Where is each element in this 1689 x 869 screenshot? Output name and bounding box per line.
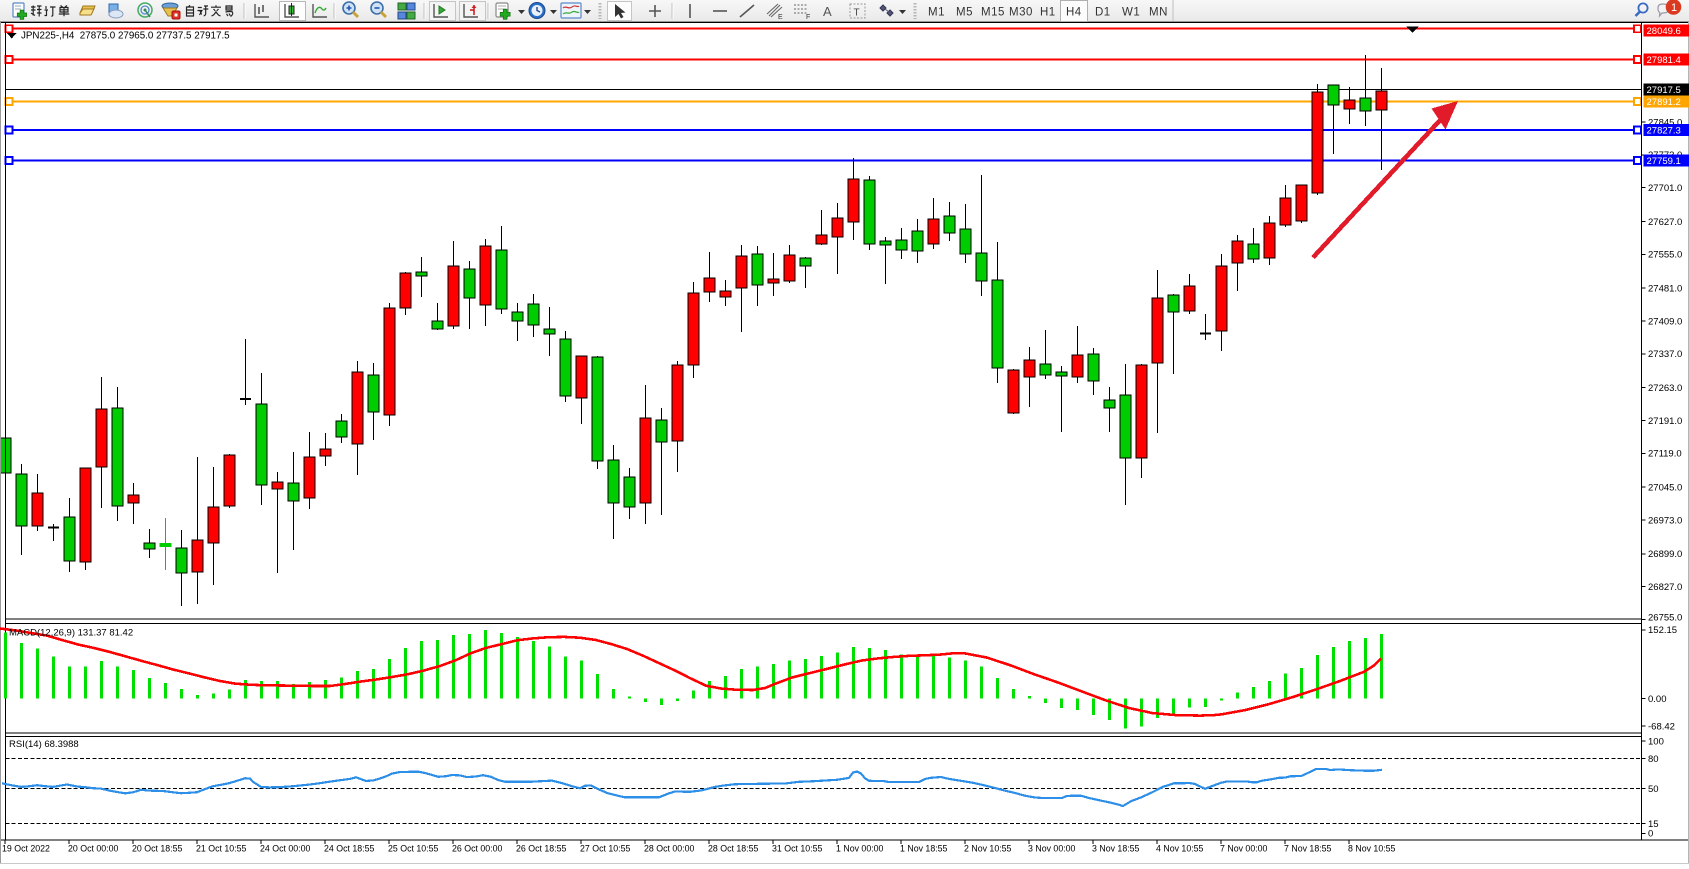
- svg-text:M1: M1: [928, 7, 945, 19]
- svg-text:A: A: [823, 4, 832, 19]
- svg-text:3 Nov 00:00: 3 Nov 00:00: [1028, 844, 1076, 854]
- svg-text:7 Nov 00:00: 7 Nov 00:00: [1220, 844, 1268, 854]
- svg-text:27981.4: 27981.4: [1647, 55, 1681, 66]
- svg-text:26827.0: 26827.0: [1648, 582, 1682, 593]
- svg-text:27555.0: 27555.0: [1648, 250, 1682, 261]
- svg-text:D1: D1: [1095, 7, 1111, 19]
- svg-text:8 Nov 10:55: 8 Nov 10:55: [1348, 844, 1396, 854]
- svg-text:27759.1: 27759.1: [1647, 156, 1681, 167]
- svg-text:24 Oct 00:00: 24 Oct 00:00: [260, 844, 310, 854]
- svg-text:26755.0: 26755.0: [1648, 613, 1682, 624]
- svg-text:JPN225-,H4 27875.0 27965.0 27: JPN225-,H4 27875.0 27965.0 27737.5 27917…: [21, 31, 230, 42]
- svg-text:27263.0: 27263.0: [1648, 383, 1682, 394]
- svg-text:1: 1: [1671, 2, 1677, 14]
- svg-text:50: 50: [1648, 784, 1659, 795]
- svg-text:21 Oct 10:55: 21 Oct 10:55: [196, 844, 246, 854]
- svg-text:27627.0: 27627.0: [1648, 217, 1682, 228]
- svg-text:M5: M5: [956, 7, 973, 19]
- svg-text:28 Oct 18:55: 28 Oct 18:55: [708, 844, 758, 854]
- svg-text:MN: MN: [1149, 7, 1168, 19]
- svg-text:27337.0: 27337.0: [1648, 349, 1682, 360]
- svg-text:H1: H1: [1040, 7, 1056, 19]
- svg-text:26973.0: 26973.0: [1648, 515, 1682, 526]
- svg-text:25 Oct 10:55: 25 Oct 10:55: [388, 844, 438, 854]
- svg-text:1 Nov 18:55: 1 Nov 18:55: [900, 844, 948, 854]
- svg-text:100: 100: [1648, 737, 1664, 748]
- svg-text:19 Oct 2022: 19 Oct 2022: [2, 844, 50, 854]
- svg-text:MACD(12,26,9) 131.37 81.42: MACD(12,26,9) 131.37 81.42: [9, 628, 133, 639]
- svg-text:27119.0: 27119.0: [1648, 449, 1682, 460]
- svg-text:-68.42: -68.42: [1648, 722, 1675, 733]
- svg-text:31 Oct 10:55: 31 Oct 10:55: [772, 844, 822, 854]
- svg-text:20 Oct 18:55: 20 Oct 18:55: [132, 844, 182, 854]
- svg-text:24 Oct 18:55: 24 Oct 18:55: [324, 844, 374, 854]
- svg-text:7 Nov 18:55: 7 Nov 18:55: [1284, 844, 1332, 854]
- svg-text:RSI(14) 68.3988: RSI(14) 68.3988: [9, 739, 79, 750]
- svg-text:152.15: 152.15: [1648, 625, 1677, 636]
- svg-text:2 Nov 10:55: 2 Nov 10:55: [964, 844, 1012, 854]
- svg-text:80: 80: [1648, 754, 1659, 765]
- svg-text:1 Nov 00:00: 1 Nov 00:00: [836, 844, 884, 854]
- svg-text:27 Oct 10:55: 27 Oct 10:55: [580, 844, 630, 854]
- svg-text:28 Oct 00:00: 28 Oct 00:00: [644, 844, 694, 854]
- svg-text:E: E: [778, 14, 783, 21]
- svg-text:4 Nov 10:55: 4 Nov 10:55: [1156, 844, 1204, 854]
- svg-text:M15: M15: [981, 7, 1005, 19]
- svg-text:27827.3: 27827.3: [1647, 125, 1681, 136]
- svg-text:H4: H4: [1066, 7, 1082, 19]
- svg-text:26 Oct 18:55: 26 Oct 18:55: [516, 844, 566, 854]
- svg-text:28049.6: 28049.6: [1647, 26, 1681, 37]
- svg-text:0: 0: [1648, 829, 1653, 840]
- svg-text:F: F: [806, 14, 810, 21]
- svg-text:26 Oct 00:00: 26 Oct 00:00: [452, 844, 502, 854]
- svg-text:M30: M30: [1009, 7, 1033, 19]
- svg-text:3 Nov 18:55: 3 Nov 18:55: [1092, 844, 1140, 854]
- svg-text:T: T: [854, 8, 860, 19]
- svg-text:0.00: 0.00: [1648, 694, 1667, 705]
- svg-text:27891.2: 27891.2: [1647, 97, 1681, 108]
- svg-text:20 Oct 00:00: 20 Oct 00:00: [68, 844, 118, 854]
- svg-text:27191.0: 27191.0: [1648, 416, 1682, 427]
- svg-text:W1: W1: [1122, 7, 1140, 19]
- svg-text:27045.0: 27045.0: [1648, 483, 1682, 494]
- svg-text:26899.0: 26899.0: [1648, 549, 1682, 560]
- svg-text:27409.0: 27409.0: [1648, 316, 1682, 327]
- svg-text:27917.5: 27917.5: [1647, 85, 1681, 96]
- svg-text:27701.0: 27701.0: [1648, 183, 1682, 194]
- svg-text:27481.0: 27481.0: [1648, 283, 1682, 294]
